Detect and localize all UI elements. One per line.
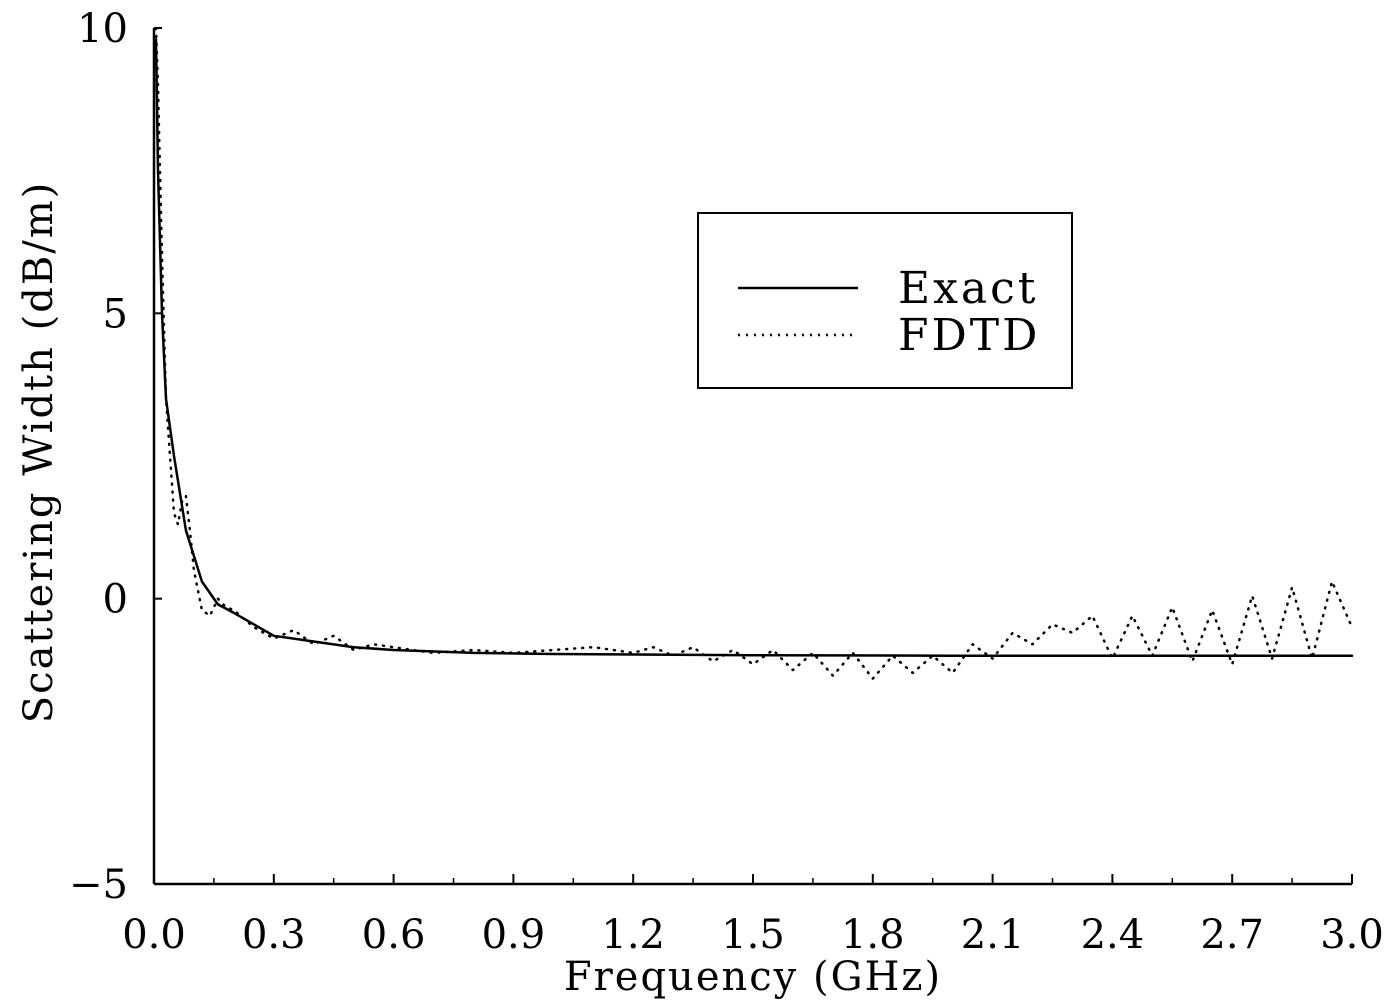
series-line-exact — [154, 38, 1354, 657]
legend-box — [697, 212, 1073, 389]
x-tick-label: 1.2 — [601, 912, 665, 958]
series-lines — [154, 26, 1354, 680]
x-axis-title: Frequency (GHz) — [564, 954, 942, 1000]
legend: Exact FDTD — [697, 212, 1073, 389]
legend-label-fdtd: FDTD — [898, 310, 1040, 361]
x-tick-label: 1.5 — [721, 912, 785, 958]
y-tick-label: 0 — [103, 577, 128, 623]
x-tick-label: 3.0 — [1320, 912, 1384, 958]
x-tick-label: 2.4 — [1081, 912, 1145, 958]
y-axis-title: Scattering Width (dB/m) — [16, 181, 62, 723]
axes — [152, 28, 1352, 886]
ticks: 0.0 0.3 0.6 0.9 1.2 1.5 1.8 2.1 2.4 2.7 3.0 −5 0 5 10 — [69, 6, 1384, 958]
x-tick-label: 0.0 — [122, 912, 186, 958]
x-tick-label: 2.1 — [961, 912, 1025, 958]
y-tick-label: −5 — [69, 862, 128, 908]
x-tick-label: 0.9 — [482, 912, 546, 958]
x-tick-label: 1.8 — [841, 912, 905, 958]
x-tick-label: 2.7 — [1200, 912, 1264, 958]
legend-label-exact: Exact — [898, 263, 1039, 314]
series-line-fdtd — [154, 26, 1354, 680]
x-tick-label: 0.6 — [362, 912, 426, 958]
axis-titles: Frequency (GHz) Scattering Width (dB/m) — [16, 181, 942, 1000]
y-tick-label: 5 — [103, 291, 128, 337]
x-tick-label: 0.3 — [242, 912, 306, 958]
y-tick-label: 10 — [77, 6, 128, 52]
